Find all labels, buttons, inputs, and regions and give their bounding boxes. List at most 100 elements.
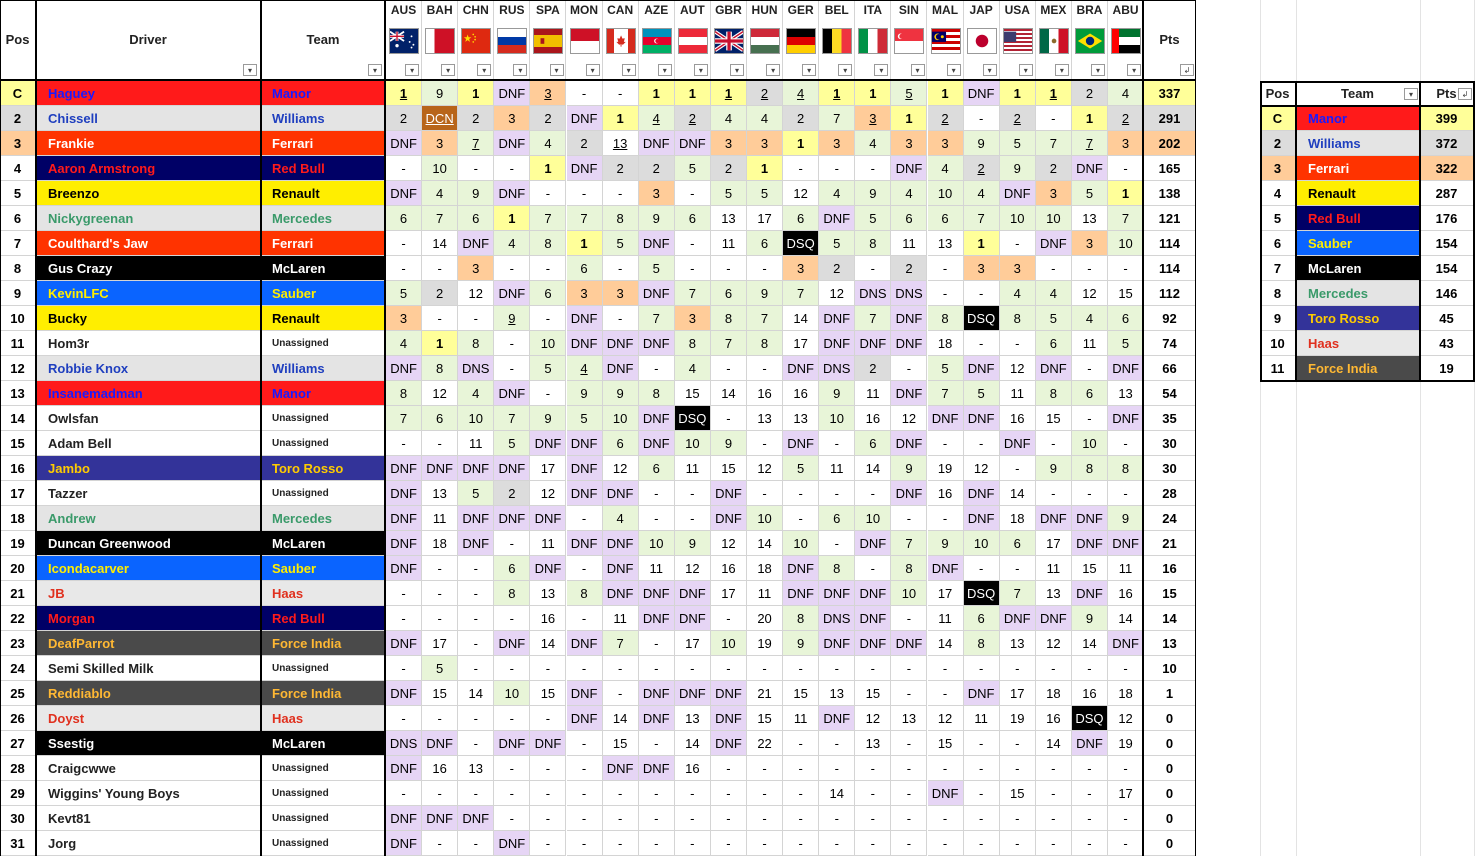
- race-result: 3: [1035, 181, 1072, 206]
- driver-name[interactable]: Owlsfan: [36, 406, 261, 431]
- driver-name[interactable]: Jambo: [36, 456, 261, 481]
- driver-name[interactable]: Reddiablo: [36, 681, 261, 706]
- filter-dropdown-icon[interactable]: ▾: [693, 64, 708, 76]
- filter-dropdown-icon[interactable]: ▾: [441, 64, 456, 76]
- filter-dropdown-icon[interactable]: ▾: [874, 64, 889, 76]
- driver-name[interactable]: Bucky: [36, 306, 261, 331]
- filter-dropdown-icon[interactable]: ▾: [513, 64, 528, 76]
- race-result: 8: [530, 231, 567, 256]
- constructor-team[interactable]: Haas: [1296, 331, 1420, 356]
- race-result: DNF: [494, 831, 531, 856]
- driver-name[interactable]: Gus Crazy: [36, 256, 261, 281]
- driver-name[interactable]: Adam Bell: [36, 431, 261, 456]
- driver-name[interactable]: Nickygreenan: [36, 206, 261, 231]
- constructor-team[interactable]: Sauber: [1296, 231, 1420, 256]
- race-result: DNF: [602, 356, 639, 381]
- race-result: DNF: [530, 431, 567, 456]
- constructor-points: 399: [1420, 106, 1474, 131]
- filter-dropdown-icon[interactable]: ▾: [946, 64, 961, 76]
- filter-dropdown-icon[interactable]: ▾: [802, 64, 817, 76]
- driver-name[interactable]: Chissell: [36, 106, 261, 131]
- filter-dropdown-icon[interactable]: ▾: [982, 64, 997, 76]
- race-result: 11: [855, 381, 892, 406]
- driver-name[interactable]: Aaron Armstrong: [36, 156, 261, 181]
- sort-descending-icon[interactable]: ↲: [1180, 64, 1194, 76]
- race-result: 2: [386, 106, 423, 131]
- driver-name[interactable]: KevinLFC: [36, 281, 261, 306]
- constructor-team[interactable]: McLaren: [1296, 256, 1420, 281]
- constructor-team[interactable]: Red Bull: [1296, 206, 1420, 231]
- filter-dropdown-icon[interactable]: ▾: [1091, 64, 1105, 76]
- filter-dropdown-icon[interactable]: ▾: [1018, 64, 1033, 76]
- filter-dropdown-icon[interactable]: ▾: [621, 64, 636, 76]
- sort-descending-icon[interactable]: ↲: [1458, 88, 1472, 100]
- race-result: 14: [1108, 606, 1145, 631]
- filter-dropdown-icon[interactable]: ▾: [1127, 64, 1142, 76]
- driver-name[interactable]: Insanemadman: [36, 381, 261, 406]
- filter-dropdown-icon[interactable]: ▾: [549, 64, 564, 76]
- driver-name[interactable]: Hom3r: [36, 331, 261, 356]
- driver-name[interactable]: Andrew: [36, 506, 261, 531]
- race-result: 1: [494, 206, 531, 231]
- driver-name[interactable]: Ssestig: [36, 731, 261, 756]
- filter-dropdown-icon[interactable]: ▾: [657, 64, 672, 76]
- race-result: DNF: [999, 606, 1036, 631]
- race-result: DNF: [999, 181, 1036, 206]
- filter-dropdown-icon[interactable]: ▾: [766, 64, 781, 76]
- constructor-team[interactable]: Ferrari: [1296, 156, 1420, 181]
- filter-dropdown-icon[interactable]: ▾: [1404, 88, 1418, 100]
- driver-name[interactable]: Robbie Knox: [36, 356, 261, 381]
- driver-name[interactable]: Haguey: [36, 81, 261, 106]
- driver-name[interactable]: Jorg: [36, 831, 261, 856]
- filter-dropdown-icon[interactable]: ▾: [838, 64, 853, 76]
- filter-dropdown-icon[interactable]: ▾: [910, 64, 925, 76]
- driver-name[interactable]: Wiggins' Young Boys: [36, 781, 261, 806]
- driver-name[interactable]: Morgan: [36, 606, 261, 631]
- race-result: 8: [963, 631, 1000, 656]
- race-result: -: [566, 606, 603, 631]
- race-result: 4: [602, 506, 639, 531]
- driver-name[interactable]: Coulthard's Jaw: [36, 231, 261, 256]
- driver-name[interactable]: Breenzo: [36, 181, 261, 206]
- race-result: 10: [927, 181, 964, 206]
- filter-dropdown-icon[interactable]: ▾: [243, 64, 257, 76]
- race-result: 15: [1071, 556, 1108, 581]
- race-result: DNF: [386, 531, 423, 556]
- driver-name[interactable]: Icondacarver: [36, 556, 261, 581]
- driver-name[interactable]: DeafParrot: [36, 631, 261, 656]
- race-result: 13: [819, 681, 856, 706]
- constructor-team[interactable]: Renault: [1296, 181, 1420, 206]
- driver-name[interactable]: Craigcwwe: [36, 756, 261, 781]
- filter-dropdown-icon[interactable]: ▾: [1054, 64, 1069, 76]
- race-result: 6: [855, 431, 892, 456]
- driver-name[interactable]: Frankie: [36, 131, 261, 156]
- constructor-team[interactable]: Toro Rosso: [1296, 306, 1420, 331]
- driver-name[interactable]: JB: [36, 581, 261, 606]
- grid-line: [1420, 0, 1421, 856]
- race-result: -: [494, 356, 531, 381]
- driver-name[interactable]: Kevt81: [36, 806, 261, 831]
- constructor-team[interactable]: Manor: [1296, 106, 1420, 131]
- race-result: 6: [674, 206, 711, 231]
- race-result: -: [458, 706, 495, 731]
- race-result: 11: [530, 531, 567, 556]
- filter-dropdown-icon[interactable]: ▾: [730, 64, 744, 76]
- driver-name[interactable]: Tazzer: [36, 481, 261, 506]
- constructor-team[interactable]: Williams: [1296, 131, 1420, 156]
- filter-dropdown-icon[interactable]: ▾: [585, 64, 600, 76]
- filter-dropdown-icon[interactable]: ▾: [368, 64, 382, 76]
- race-result: DNF: [891, 631, 928, 656]
- driver-team: McLaren: [261, 256, 386, 281]
- race-result: -: [458, 606, 495, 631]
- driver-name[interactable]: Doyst: [36, 706, 261, 731]
- constructor-team[interactable]: Force India: [1296, 356, 1420, 381]
- filter-dropdown-icon[interactable]: ▾: [405, 64, 420, 76]
- race-result: 11: [999, 381, 1036, 406]
- race-result: DNF: [566, 531, 603, 556]
- driver-name[interactable]: Duncan Greenwood: [36, 531, 261, 556]
- driver-name[interactable]: Semi Skilled Milk: [36, 656, 261, 681]
- race-result: -: [638, 481, 675, 506]
- constructor-team[interactable]: Mercedes: [1296, 281, 1420, 306]
- filter-dropdown-icon[interactable]: ▾: [477, 64, 492, 76]
- race-result: 7: [530, 206, 567, 231]
